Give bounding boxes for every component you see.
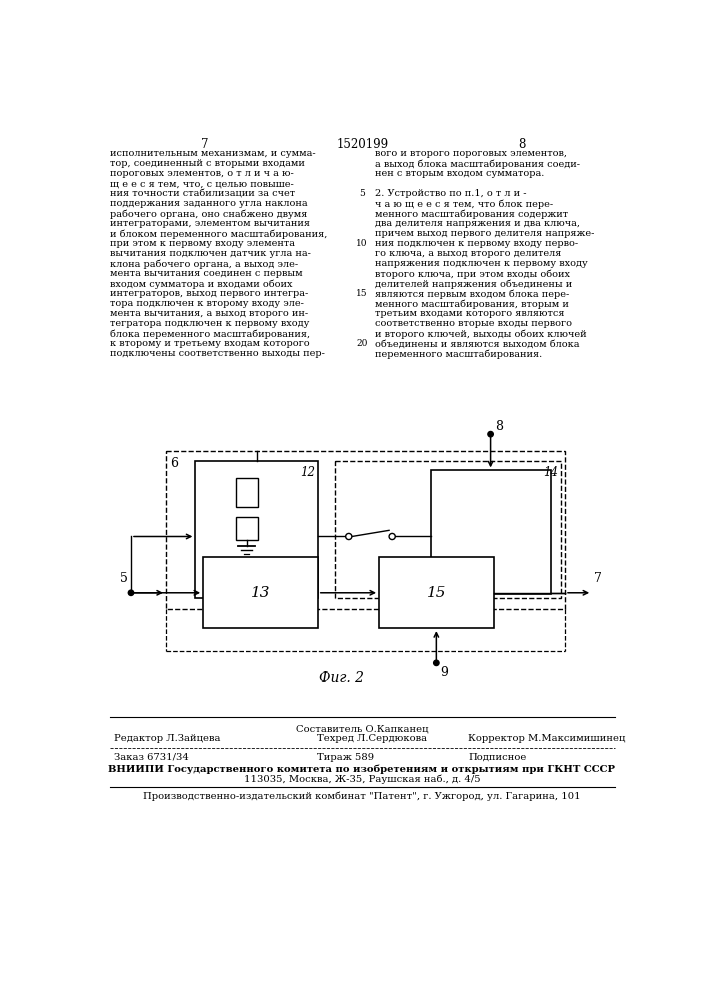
Text: вого и второго пороговых элементов,: вого и второго пороговых элементов, bbox=[375, 149, 567, 158]
Text: Редактор Л.Зайцева: Редактор Л.Зайцева bbox=[114, 734, 221, 743]
Text: рабочего органа, оно снабжено двумя: рабочего органа, оно снабжено двумя bbox=[110, 209, 308, 219]
Text: ния подключен к первому входу перво-: ния подключен к первому входу перво- bbox=[375, 239, 578, 248]
Text: подключены соответственно выходы пер-: подключены соответственно выходы пер- bbox=[110, 349, 325, 358]
Text: тор, соединенный с вторыми входами: тор, соединенный с вторыми входами bbox=[110, 159, 305, 168]
Text: третьим входами которого являются: третьим входами которого являются bbox=[375, 309, 565, 318]
Text: тегратора подключен к первому входу: тегратора подключен к первому входу bbox=[110, 319, 310, 328]
Text: го ключа, а выход второго делителя: го ключа, а выход второго делителя bbox=[375, 249, 561, 258]
Text: Техред Л.Сердюкова: Техред Л.Сердюкова bbox=[317, 734, 427, 743]
Text: второго ключа, при этом входы обоих: второго ключа, при этом входы обоих bbox=[375, 269, 570, 279]
Text: входом сумматора и входами обоих: входом сумматора и входами обоих bbox=[110, 279, 293, 289]
Text: мента вычитания, а выход второго ин-: мента вычитания, а выход второго ин- bbox=[110, 309, 308, 318]
Text: к второму и третьему входам которого: к второму и третьему входам которого bbox=[110, 339, 310, 348]
Circle shape bbox=[346, 533, 352, 540]
Text: Производственно-издательский комбинат "Патент", г. Ужгород, ул. Гагарина, 101: Производственно-издательский комбинат "П… bbox=[143, 791, 580, 801]
Text: Тираж 589: Тираж 589 bbox=[317, 753, 374, 762]
Text: 13: 13 bbox=[251, 586, 270, 600]
Text: тора подключен к второму входу эле-: тора подключен к второму входу эле- bbox=[110, 299, 304, 308]
Text: Составитель О.Капканец: Составитель О.Капканец bbox=[296, 724, 428, 733]
Text: 113035, Москва, Ж-35, Раушская наб., д. 4/5: 113035, Москва, Ж-35, Раушская наб., д. … bbox=[244, 774, 480, 784]
Text: напряжения подключен к первому входу: напряжения подключен к первому входу bbox=[375, 259, 588, 268]
Text: 8: 8 bbox=[495, 420, 503, 433]
Text: 7: 7 bbox=[595, 572, 602, 585]
Bar bbox=[236, 478, 257, 507]
Text: и второго ключей, выходы обоих ключей: и второго ключей, выходы обоих ключей bbox=[375, 329, 587, 339]
Bar bbox=[166, 451, 565, 609]
Bar bbox=[236, 517, 257, 540]
Text: 14: 14 bbox=[543, 466, 558, 480]
Text: ВНИИПИ Государственного комитета по изобретениям и открытиям при ГКНТ СССР: ВНИИПИ Государственного комитета по изоб… bbox=[108, 764, 616, 774]
Text: интеграторами, элементом вычитания: интеграторами, элементом вычитания bbox=[110, 219, 310, 228]
Circle shape bbox=[389, 533, 395, 540]
Text: объединены и являются выходом блока: объединены и являются выходом блока bbox=[375, 339, 580, 348]
Text: 9: 9 bbox=[440, 666, 448, 679]
Text: клона рабочего органа, а выход эле-: клона рабочего органа, а выход эле- bbox=[110, 259, 298, 269]
Text: 2. Устройство по п.1, о т л и -: 2. Устройство по п.1, о т л и - bbox=[375, 189, 527, 198]
Text: Корректор М.Максимишинец: Корректор М.Максимишинец bbox=[468, 734, 626, 743]
Text: 15: 15 bbox=[426, 586, 446, 600]
Text: два делителя напряжения и два ключа,: два делителя напряжения и два ключа, bbox=[375, 219, 580, 228]
Text: переменного масштабирования.: переменного масштабирования. bbox=[375, 349, 542, 359]
Bar bbox=[335, 461, 561, 598]
Text: Фиг. 2: Фиг. 2 bbox=[319, 671, 363, 685]
Text: 7: 7 bbox=[201, 138, 209, 151]
Text: исполнительным механизмам, и сумма-: исполнительным механизмам, и сумма- bbox=[110, 149, 316, 158]
Text: Подписное: Подписное bbox=[468, 753, 527, 762]
Circle shape bbox=[128, 590, 134, 595]
Text: вычитания подключен датчик угла на-: вычитания подключен датчик угла на- bbox=[110, 249, 311, 258]
Text: ния точности стабилизации за счет: ния точности стабилизации за счет bbox=[110, 189, 296, 198]
Text: причем выход первого делителя напряже-: причем выход первого делителя напряже- bbox=[375, 229, 595, 238]
Text: менного масштабирования, вторым и: менного масштабирования, вторым и bbox=[375, 299, 569, 309]
Text: 5: 5 bbox=[120, 572, 128, 585]
Circle shape bbox=[433, 660, 439, 666]
Bar bbox=[379, 557, 493, 628]
Text: нен с вторым входом сумматора.: нен с вторым входом сумматора. bbox=[375, 169, 544, 178]
Text: а выход блока масштабирования соеди-: а выход блока масштабирования соеди- bbox=[375, 159, 580, 169]
Text: 5: 5 bbox=[359, 189, 365, 198]
Text: 12: 12 bbox=[300, 466, 315, 480]
Text: 10: 10 bbox=[356, 239, 368, 248]
Text: 6: 6 bbox=[170, 457, 179, 470]
Text: менного масштабирования содержит: менного масштабирования содержит bbox=[375, 209, 568, 219]
Bar bbox=[195, 461, 317, 598]
Text: ч а ю щ е е с я тем, что блок пере-: ч а ю щ е е с я тем, что блок пере- bbox=[375, 199, 554, 209]
Text: являются первым входом блока пере-: являются первым входом блока пере- bbox=[375, 289, 569, 299]
Text: и блоком переменного масштабирования,: и блоком переменного масштабирования, bbox=[110, 229, 327, 239]
Text: 1520199: 1520199 bbox=[337, 138, 388, 151]
Text: 8: 8 bbox=[519, 138, 526, 151]
Text: щ е е с я тем, что, с целью повыше-: щ е е с я тем, что, с целью повыше- bbox=[110, 179, 294, 188]
Text: при этом к первому входу элемента: при этом к первому входу элемента bbox=[110, 239, 295, 248]
Text: 20: 20 bbox=[356, 339, 368, 348]
Text: мента вычитания соединен с первым: мента вычитания соединен с первым bbox=[110, 269, 303, 278]
Text: соответственно вторые входы первого: соответственно вторые входы первого bbox=[375, 319, 572, 328]
Text: делителей напряжения объединены и: делителей напряжения объединены и bbox=[375, 279, 573, 289]
Text: интеграторов, выход первого интегра-: интеграторов, выход первого интегра- bbox=[110, 289, 308, 298]
Bar bbox=[431, 470, 551, 594]
Text: 15: 15 bbox=[356, 289, 368, 298]
Text: Заказ 6731/34: Заказ 6731/34 bbox=[114, 753, 189, 762]
Bar bbox=[203, 557, 317, 628]
Text: блока переменного масштабирования,: блока переменного масштабирования, bbox=[110, 329, 310, 339]
Circle shape bbox=[488, 431, 493, 437]
Text: пороговых элементов, о т л и ч а ю-: пороговых элементов, о т л и ч а ю- bbox=[110, 169, 294, 178]
Text: поддержания заданного угла наклона: поддержания заданного угла наклона bbox=[110, 199, 308, 208]
